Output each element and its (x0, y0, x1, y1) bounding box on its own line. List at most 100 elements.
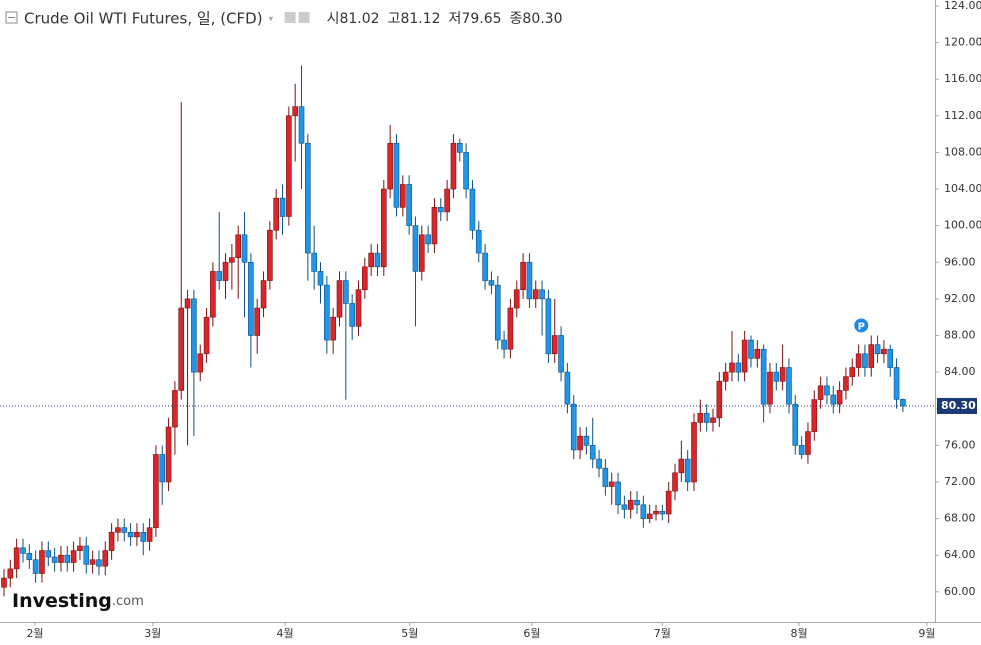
settings-icon[interactable] (284, 12, 296, 23)
candle-body (640, 504, 647, 519)
candle-body (418, 234, 425, 272)
candle-body (691, 422, 697, 483)
candle-body (735, 362, 742, 373)
candle-body (520, 261, 526, 291)
candle-body (51, 556, 58, 563)
candle-body (824, 385, 830, 396)
candle-body (115, 527, 121, 533)
candle-body (501, 339, 507, 350)
y-tick-label: 100.00 (944, 219, 981, 232)
candle-body (583, 435, 590, 446)
y-tick-label: 76.00 (944, 438, 976, 451)
candle-body (406, 184, 412, 226)
candle-body (425, 234, 431, 245)
candle-body (836, 390, 843, 405)
candle-body (279, 197, 286, 217)
candle-body (786, 367, 792, 405)
x-tick-label: 9월 (918, 627, 935, 640)
candle-body (229, 257, 235, 263)
candle-body (773, 371, 780, 382)
logo-suffix: .com (112, 594, 144, 609)
x-tick-label: 5월 (401, 627, 418, 640)
candle-body (659, 510, 666, 515)
candle-body (456, 142, 463, 153)
candle-body (526, 261, 533, 300)
candle-body (634, 499, 640, 506)
candle-body (716, 380, 723, 419)
candle-body (577, 435, 583, 451)
y-tick-label: 68.00 (944, 512, 976, 525)
last-price-box (937, 397, 977, 414)
y-tick-label: 64.00 (944, 548, 976, 561)
candle-body (570, 403, 577, 451)
candle-body (551, 335, 558, 355)
candle-body (830, 394, 837, 405)
candle-body (64, 554, 71, 563)
candle-body (596, 458, 602, 469)
candle-body (798, 445, 805, 455)
candle-body (45, 550, 52, 558)
candle-body (779, 367, 786, 382)
candle-body (545, 298, 552, 355)
event-marker[interactable] (854, 318, 869, 333)
candle-body (374, 252, 381, 268)
candle-body (387, 142, 393, 190)
candle-body (564, 371, 571, 405)
candle-body (153, 454, 159, 529)
ohlc-value: 79.65 (461, 11, 501, 27)
candle-body (191, 298, 197, 373)
x-tick-label: 4월 (276, 627, 293, 640)
candle-body (140, 531, 147, 542)
candle-body (254, 307, 261, 336)
candle-body (58, 554, 64, 563)
candle-body (532, 289, 539, 300)
candle-body (431, 207, 438, 245)
candle-body (678, 458, 685, 474)
candle-body (222, 261, 229, 281)
candle-body (127, 531, 134, 538)
candle-body (665, 490, 672, 515)
candle-body (1, 577, 7, 588)
candle-body (444, 188, 450, 213)
y-tick-label: 120.00 (944, 36, 981, 49)
candle-body (197, 353, 204, 373)
candle-body (362, 266, 368, 291)
candle-body (159, 454, 166, 483)
candle-body (817, 385, 824, 400)
ohlc-prefix: 고 (388, 11, 401, 27)
candle-body (210, 271, 216, 318)
candle-body (469, 188, 476, 231)
ohlc-value: 80.30 (522, 11, 562, 27)
settings-icon[interactable] (298, 12, 310, 23)
candle-body (317, 271, 324, 286)
candle-body (697, 412, 704, 423)
candle-body (855, 353, 862, 368)
candle-body (184, 298, 191, 309)
y-tick-label: 84.00 (944, 365, 976, 378)
candle-body (32, 559, 39, 574)
y-tick-label: 104.00 (944, 182, 981, 195)
candle-body (684, 458, 691, 483)
ohlc-prefix: 저 (449, 11, 462, 27)
y-tick-label: 60.00 (944, 585, 976, 598)
candle-body (298, 106, 305, 144)
candle-body (400, 184, 406, 208)
collapse-icon[interactable] (5, 11, 18, 24)
candle-body (89, 559, 96, 565)
x-tick-label: 2월 (26, 627, 43, 640)
candle-body (172, 390, 178, 428)
candle-body (760, 348, 767, 405)
event-marker-label: P (858, 321, 865, 332)
candle-body (324, 284, 330, 341)
candle-body (311, 252, 317, 272)
y-tick-label: 96.00 (944, 255, 976, 268)
candle-body (77, 545, 83, 551)
candle-body (748, 339, 754, 359)
candle-body (355, 289, 362, 327)
candle-body (146, 527, 153, 542)
candle-body (26, 553, 33, 561)
candle-body (368, 252, 374, 268)
candle-body (646, 513, 653, 519)
